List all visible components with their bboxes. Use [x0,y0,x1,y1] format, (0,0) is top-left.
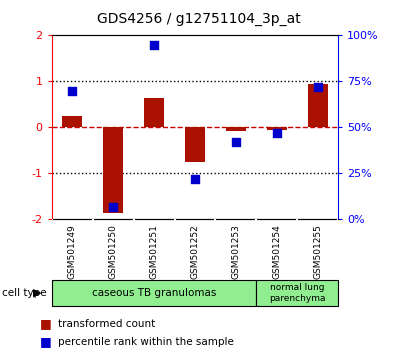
Text: ■: ■ [40,335,52,348]
Text: normal lung
parenchyma: normal lung parenchyma [269,283,326,303]
Text: GSM501255: GSM501255 [313,224,322,279]
Text: percentile rank within the sample: percentile rank within the sample [58,337,234,347]
Bar [267,127,287,130]
Text: caseous TB granulomas: caseous TB granulomas [92,288,216,298]
Bar [256,280,338,306]
Text: transformed count: transformed count [58,319,155,329]
Bar [226,127,246,131]
Text: GDS4256 / g12751104_3p_at: GDS4256 / g12751104_3p_at [97,12,301,27]
Text: ▶: ▶ [33,288,41,298]
Point [233,139,239,145]
Text: GSM501254: GSM501254 [272,224,281,279]
Bar [52,280,256,306]
Text: GSM501252: GSM501252 [191,224,199,279]
Text: GSM501249: GSM501249 [68,224,77,279]
Point [69,88,75,93]
Text: cell type: cell type [2,288,47,298]
Bar [308,84,328,127]
Bar [103,127,123,212]
Point [110,204,116,210]
Bar [62,116,82,127]
Point [151,42,157,47]
Bar [144,97,164,127]
Point [192,176,198,182]
Text: GSM501253: GSM501253 [232,224,240,279]
Text: GSM501250: GSM501250 [109,224,118,279]
Bar [185,127,205,162]
Text: ■: ■ [40,318,52,330]
Point [274,130,280,136]
Point [315,84,321,90]
Text: GSM501251: GSM501251 [150,224,158,279]
